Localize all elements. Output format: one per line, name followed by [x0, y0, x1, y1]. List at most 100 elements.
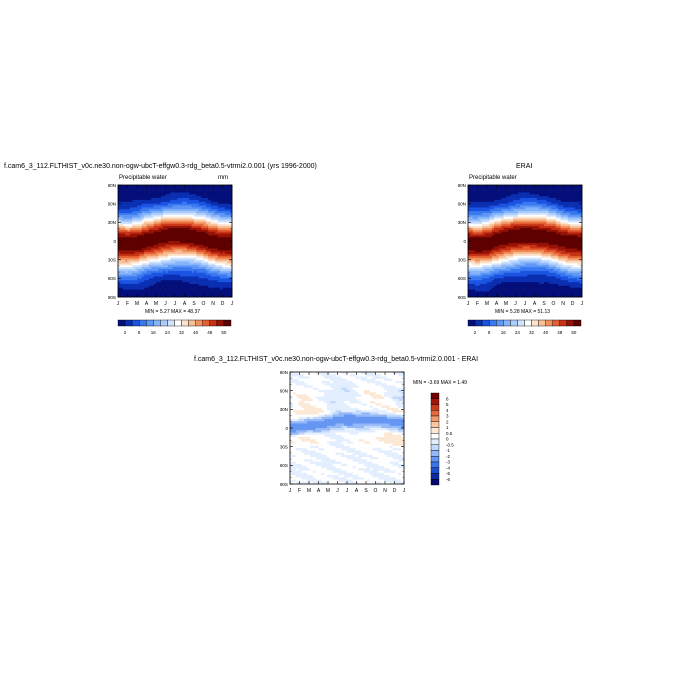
- heatmap-cell: [468, 199, 471, 203]
- heatmap-cell: [184, 283, 188, 287]
- heatmap-cell: [539, 216, 542, 219]
- heatmap-cell: [177, 237, 181, 240]
- heatmap-cell: [484, 190, 488, 193]
- heatmap-cell: [527, 285, 531, 289]
- heatmap-cell: [189, 224, 192, 227]
- heatmap-cell: [487, 280, 490, 283]
- x-tick-label: S: [192, 301, 196, 307]
- heatmap-cell: [167, 227, 171, 231]
- heatmap-cell: [489, 248, 493, 251]
- heatmap-cell: [198, 291, 202, 294]
- heatmap-cell: [132, 194, 135, 197]
- heatmap-cell: [491, 246, 495, 249]
- heatmap-cell: [201, 272, 204, 275]
- heatmap-cell: [205, 263, 209, 266]
- heatmap-cell: [127, 237, 131, 240]
- heatmap-cell: [479, 259, 483, 262]
- heatmap-cell: [489, 235, 493, 238]
- heatmap-cell: [194, 287, 197, 290]
- heatmap-cell: [229, 226, 233, 229]
- heatmap-cell: [172, 220, 176, 223]
- heatmap-cell: [139, 272, 143, 275]
- heatmap-cell: [513, 246, 516, 249]
- heatmap-cell: [227, 214, 230, 218]
- heatmap-cell: [468, 201, 471, 205]
- heatmap-cell: [489, 291, 493, 294]
- heatmap-cell: [534, 190, 538, 193]
- heatmap-cell: [177, 246, 181, 249]
- heatmap-cell: [191, 254, 195, 257]
- heatmap-cell: [156, 199, 159, 203]
- heatmap-cell: [496, 278, 500, 281]
- heatmap-cell: [536, 259, 540, 262]
- heatmap-cell: [141, 291, 145, 294]
- heatmap-cell: [479, 252, 483, 255]
- heatmap-cell: [503, 295, 507, 298]
- heatmap-cell: [220, 201, 223, 205]
- heatmap-cell: [229, 185, 233, 188]
- heatmap-cell: [498, 231, 502, 234]
- heatmap-cell: [506, 186, 509, 190]
- heatmap-cell: [522, 242, 526, 246]
- heatmap-cell: [201, 269, 204, 272]
- heatmap-cell: [194, 244, 197, 247]
- heatmap-cell: [513, 283, 516, 287]
- heatmap-cell: [194, 194, 197, 197]
- heatmap-cell: [546, 188, 550, 191]
- heatmap-cell: [127, 199, 131, 203]
- heatmap-cell: [146, 194, 150, 197]
- heatmap-cell: [141, 213, 145, 216]
- heatmap-cell: [217, 255, 221, 259]
- heatmap-cell: [477, 218, 481, 221]
- heatmap-cell: [472, 216, 476, 219]
- heatmap-cell: [194, 220, 197, 223]
- heatmap-cell: [196, 278, 200, 281]
- heatmap-cell: [475, 267, 478, 270]
- heatmap-cell: [222, 248, 226, 251]
- heatmap-cell: [177, 282, 181, 285]
- heatmap-cell: [529, 222, 533, 225]
- heatmap-cell: [541, 274, 545, 277]
- heatmap-cell: [491, 186, 495, 190]
- heatmap-cell: [475, 216, 478, 219]
- heatmap-cell: [163, 213, 166, 216]
- heatmap-cell: [536, 289, 540, 292]
- heatmap-cell: [210, 198, 214, 201]
- heatmap-cell: [146, 255, 150, 259]
- heatmap-cell: [491, 278, 495, 281]
- heatmap-cell: [186, 248, 190, 251]
- heatmap-cell: [186, 250, 190, 253]
- heatmap-cell: [513, 235, 516, 238]
- heatmap-cell: [153, 261, 157, 264]
- heatmap-cell: [525, 241, 528, 244]
- heatmap-cell: [536, 207, 540, 210]
- heatmap-cell: [151, 235, 154, 238]
- heatmap-cell: [224, 276, 228, 279]
- heatmap-cell: [501, 186, 504, 190]
- heatmap-cell: [224, 269, 228, 272]
- heatmap-cell: [498, 190, 502, 193]
- heatmap-cell: [208, 237, 211, 240]
- heatmap-cell: [520, 207, 523, 210]
- heatmap-cell: [534, 289, 538, 292]
- heatmap-cell: [172, 259, 176, 262]
- heatmap-cell: [222, 261, 226, 264]
- heatmap-cell: [539, 257, 542, 261]
- heatmap-cell: [141, 233, 145, 236]
- heatmap-cell: [536, 280, 540, 283]
- heatmap-cell: [215, 241, 219, 244]
- heatmap-cell: [213, 201, 216, 205]
- heatmap-cell: [146, 276, 150, 279]
- heatmap-cell: [539, 246, 542, 249]
- heatmap-cell: [172, 185, 176, 188]
- heatmap-cell: [541, 203, 545, 206]
- heatmap-cell: [510, 209, 514, 212]
- heatmap-cell: [539, 267, 542, 270]
- heatmap-cell: [220, 255, 223, 259]
- heatmap-cell: [194, 185, 197, 188]
- heatmap-cell: [148, 229, 152, 233]
- heatmap-cell: [194, 254, 197, 257]
- heatmap-cell: [194, 261, 197, 264]
- heatmap-cell: [144, 190, 147, 193]
- heatmap-cell: [177, 255, 181, 259]
